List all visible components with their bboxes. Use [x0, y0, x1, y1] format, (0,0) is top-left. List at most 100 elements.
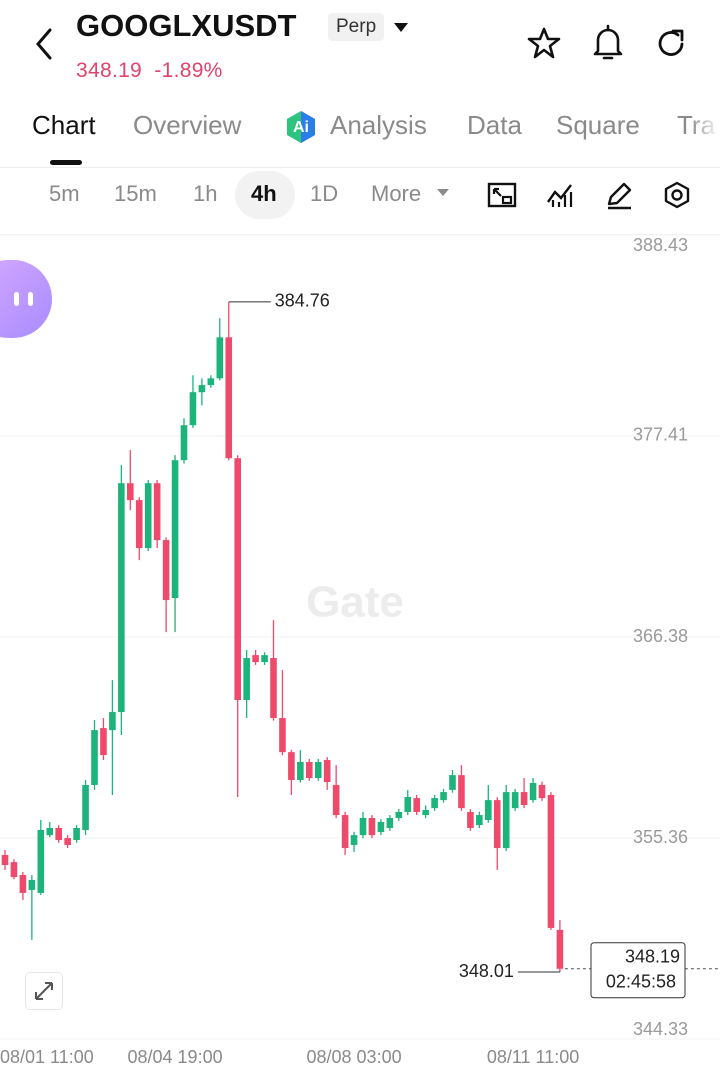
- candle-body: [386, 817, 394, 829]
- candle-body: [64, 838, 71, 845]
- candle-body: [270, 658, 277, 719]
- interval[interactable]: 5m: [49, 181, 80, 206]
- watermark: Gate: [306, 578, 404, 627]
- candle-body: [449, 775, 456, 790]
- favorite-icon[interactable]: [526, 26, 562, 62]
- x-tick-label: 08/11 11:00: [487, 1047, 579, 1067]
- candle-body: [91, 730, 98, 785]
- candle-body: [261, 655, 268, 663]
- candle-body: [288, 752, 295, 781]
- candle-body: [216, 337, 224, 379]
- x-tick-label: 08/04 19:00: [128, 1047, 223, 1067]
- candle-body: [243, 658, 250, 700]
- last-price: 348.19: [76, 59, 143, 82]
- candle-body: [493, 800, 501, 849]
- candle-body: [502, 792, 510, 849]
- candle-body: [547, 794, 555, 928]
- candle-body: [225, 337, 233, 459]
- candle-body: [529, 782, 537, 801]
- candle-body: [467, 811, 474, 829]
- candle-body: [118, 483, 125, 713]
- refresh-icon[interactable]: [654, 26, 690, 62]
- candle-body: [485, 800, 492, 820]
- more-dropdown[interactable]: [436, 188, 450, 198]
- divider: [0, 167, 720, 168]
- candle-body: [422, 809, 429, 816]
- y-tick-label: 388.43: [633, 235, 688, 255]
- tab[interactable]: Overview: [133, 110, 242, 140]
- interval[interactable]: 1h: [193, 181, 218, 206]
- candle-body: [1, 854, 9, 866]
- price-line: 348.19 -1.89%: [76, 59, 223, 83]
- candle-body: [323, 759, 331, 783]
- candle-body: [377, 821, 385, 833]
- last-price-box: [590, 942, 686, 999]
- tab[interactable]: Chart: [32, 110, 96, 140]
- settings-icon[interactable]: [662, 180, 692, 210]
- candle-body: [162, 540, 170, 601]
- candle-body: [297, 761, 304, 781]
- candle-body: [413, 798, 420, 812]
- candle-body: [520, 792, 528, 806]
- svg-text:Ai: Ai: [293, 119, 309, 136]
- candle-body: [368, 817, 376, 836]
- alert-icon[interactable]: [590, 24, 626, 62]
- perp-badge: Perp: [328, 13, 385, 41]
- candle-body: [144, 483, 152, 549]
- tab[interactable]: Square: [556, 110, 640, 140]
- tab-fade: [690, 100, 720, 160]
- candle-body: [100, 728, 107, 756]
- tab[interactable]: Analysis: [330, 110, 427, 140]
- candle-body: [55, 828, 62, 841]
- candle-body: [28, 879, 36, 891]
- tab-indicator: [50, 160, 82, 165]
- candle-body: [395, 811, 403, 818]
- y-tick-label: 377.41: [633, 425, 688, 445]
- candle-body: [82, 784, 89, 831]
- interval[interactable]: 15m: [114, 181, 157, 206]
- candle-body: [73, 828, 80, 841]
- candle-body: [538, 784, 546, 799]
- candle-body: [511, 792, 519, 809]
- ai-icon: Ai: [287, 111, 315, 143]
- symbol: GOOGLXUSDT: [76, 8, 297, 43]
- x-tick-label: 08/08 03:00: [307, 1047, 402, 1067]
- low-label: 348.01: [459, 961, 514, 981]
- high-label: 384.76: [275, 291, 330, 311]
- candle-body: [127, 483, 134, 501]
- interval[interactable]: 4h: [251, 181, 277, 206]
- candle-body: [153, 483, 161, 541]
- candle-body: [458, 775, 465, 809]
- candle-body: [341, 815, 349, 849]
- candle-body: [207, 378, 215, 386]
- candle-body: [350, 835, 358, 845]
- interval[interactable]: More: [371, 181, 422, 206]
- candle-body: [46, 828, 54, 836]
- layout-icon[interactable]: [486, 180, 518, 210]
- symbol-dropdown[interactable]: [393, 22, 409, 34]
- candle-body: [10, 862, 18, 878]
- candle-body: [19, 875, 27, 893]
- indicator-icon[interactable]: [545, 180, 575, 210]
- candle-body: [404, 797, 412, 812]
- price-change: -1.89%: [154, 59, 223, 82]
- candle-body: [306, 761, 313, 779]
- candle-body: [189, 392, 197, 426]
- candle-body: [180, 425, 188, 461]
- fullscreen-button[interactable]: [25, 972, 63, 1010]
- last-price-label: 348.19: [625, 947, 680, 967]
- candle-body: [171, 460, 179, 599]
- interval-selected-bg: [235, 171, 295, 219]
- back-button[interactable]: [30, 26, 58, 62]
- candle-body: [279, 718, 286, 753]
- tab[interactable]: Data: [467, 110, 522, 140]
- draw-icon[interactable]: [604, 180, 634, 210]
- candle-body: [359, 817, 367, 836]
- candle-body: [252, 655, 259, 663]
- interval[interactable]: 1D: [310, 181, 339, 206]
- candle-body: [234, 458, 241, 700]
- candle-body: [135, 500, 143, 549]
- y-tick-label: 344.33: [633, 1019, 688, 1039]
